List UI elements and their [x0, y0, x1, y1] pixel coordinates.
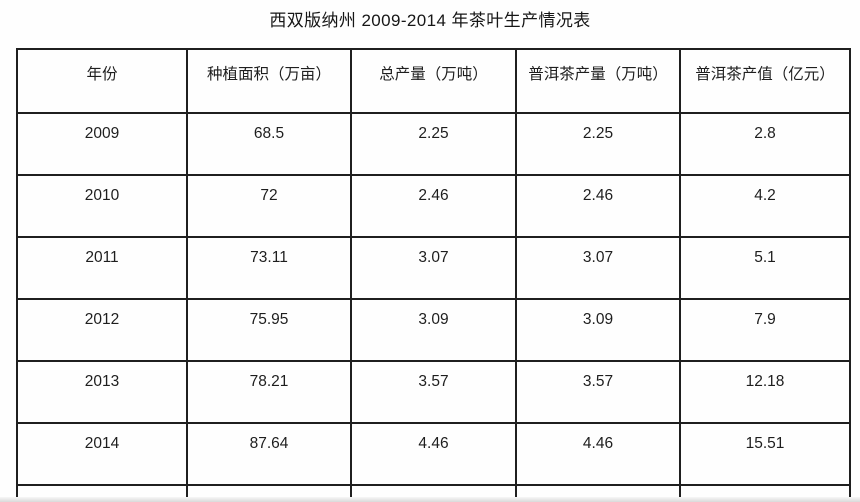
puer-output-cell: 3.57 [515, 360, 681, 424]
year-cell: 2013 [16, 360, 188, 424]
table-row-2011: 2011 73.11 3.07 3.07 5.1 [16, 236, 851, 300]
header-planting-area: 种植面积（万亩） [186, 48, 352, 114]
header-row: 年份 种植面积（万亩） 总产量（万吨） 普洱茶产量（万吨） 普洱茶产值（亿元） [16, 48, 851, 114]
tea-production-table: 年份 种植面积（万亩） 总产量（万吨） 普洱茶产量（万吨） 普洱茶产值（亿元） … [16, 48, 851, 502]
total-output-cell: 3.07 [350, 236, 517, 300]
puer-value-cell: 15.51 [679, 422, 851, 486]
year-cell: 2012 [16, 298, 188, 362]
puer-output-cell: 3.09 [515, 298, 681, 362]
table-row-2012: 2012 75.95 3.09 3.09 7.9 [16, 298, 851, 362]
area-cell: 75.95 [186, 298, 352, 362]
puer-output-cell: 3.07 [515, 236, 681, 300]
total-output-cell: 2.46 [350, 174, 517, 238]
table-title: 西双版纳州 2009-2014 年茶叶生产情况表 [269, 11, 591, 30]
header-total-output: 总产量（万吨） [350, 48, 517, 114]
puer-output-cell: 4.46 [515, 422, 681, 486]
scan-edge-shadow [0, 497, 860, 502]
table-row-2009: 2009 68.5 2.25 2.25 2.8 [16, 112, 851, 176]
puer-output-cell: 2.25 [515, 112, 681, 176]
area-cell: 68.5 [186, 112, 352, 176]
puer-value-cell: 4.2 [679, 174, 851, 238]
table-row-2013: 2013 78.21 3.57 3.57 12.18 [16, 360, 851, 424]
area-cell: 72 [186, 174, 352, 238]
area-cell: 87.64 [186, 422, 352, 486]
total-output-cell: 4.46 [350, 422, 517, 486]
puer-value-cell: 5.1 [679, 236, 851, 300]
table-row-2010: 2010 72 2.46 2.46 4.2 [16, 174, 851, 238]
header-year: 年份 [16, 48, 188, 114]
area-cell: 78.21 [186, 360, 352, 424]
puer-value-cell: 2.8 [679, 112, 851, 176]
puer-value-cell: 7.9 [679, 298, 851, 362]
header-puer-value: 普洱茶产值（亿元） [679, 48, 851, 114]
table-row-2014: 2014 87.64 4.46 4.46 15.51 [16, 422, 851, 486]
area-cell: 73.11 [186, 236, 352, 300]
year-cell: 2011 [16, 236, 188, 300]
puer-output-cell: 2.46 [515, 174, 681, 238]
total-output-cell: 2.25 [350, 112, 517, 176]
year-cell: 2014 [16, 422, 188, 486]
puer-value-cell: 12.18 [679, 360, 851, 424]
year-cell: 2010 [16, 174, 188, 238]
header-puer-output: 普洱茶产量（万吨） [515, 48, 681, 114]
total-output-cell: 3.57 [350, 360, 517, 424]
year-cell: 2009 [16, 112, 188, 176]
total-output-cell: 3.09 [350, 298, 517, 362]
